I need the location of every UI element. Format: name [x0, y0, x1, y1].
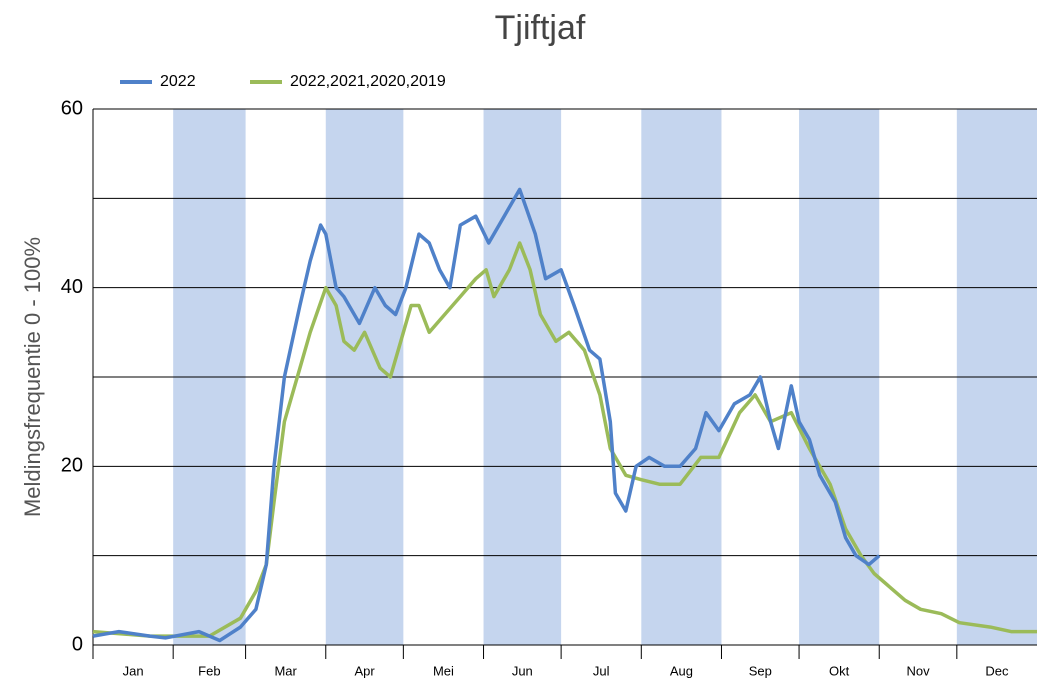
chart-title: Tjiftjaf [495, 9, 586, 47]
legend-label: 2022 [160, 73, 196, 90]
x-tick-label: Feb [198, 663, 220, 678]
x-tick-label: Nov [906, 663, 930, 678]
series-line [92, 241, 1037, 638]
y-tick-label: 60 [61, 97, 83, 119]
y-tick-label: 0 [72, 633, 83, 655]
legend-label: 2022,2021,2020,2019 [290, 73, 446, 90]
y-tick-label: 20 [61, 455, 83, 477]
x-tick-label: Mar [274, 663, 297, 678]
x-tick-label: Dec [985, 663, 1009, 678]
series-line [92, 187, 881, 643]
x-tick-label: Sep [749, 663, 772, 678]
x-tick-label: Aug [670, 663, 693, 678]
y-axis-label: Meldingsfrequentie 0 - 100% [20, 237, 45, 517]
x-tick-label: Okt [829, 663, 850, 678]
x-tick-label: Jul [593, 663, 610, 678]
x-tick-label: Mei [433, 663, 454, 678]
x-tick-label: Apr [354, 663, 375, 678]
x-tick-label: Jun [512, 663, 533, 678]
x-tick-label: Jan [123, 663, 144, 678]
y-tick-label: 40 [61, 276, 83, 298]
